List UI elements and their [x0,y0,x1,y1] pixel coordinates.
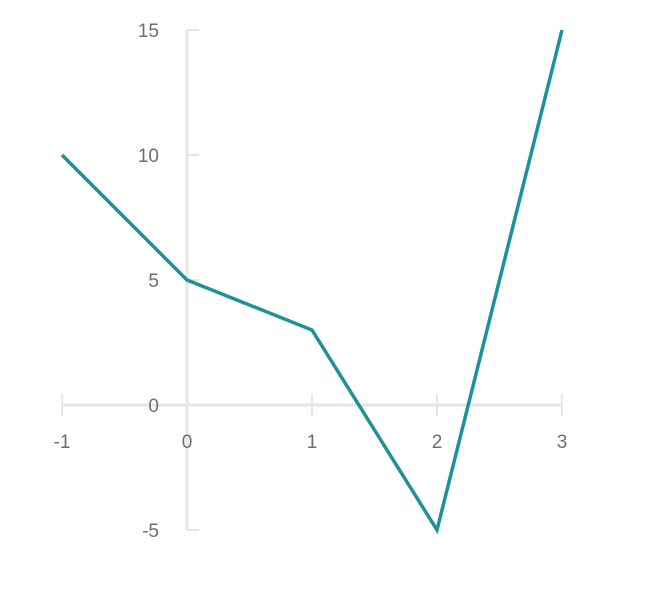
series-line [60,29,564,535]
x-tick-label: 3 [557,432,568,453]
y-tick-label: 5 [148,271,159,292]
x-tick-label: 1 [307,432,318,453]
axis-ticks: -1 0 1 2 3 -5 0 5 10 15 [54,21,568,542]
y-tick-label: 0 [148,396,159,417]
x-tick-label: 0 [182,432,193,453]
y-tick-label: -5 [142,521,159,542]
x-tick-label: 2 [432,432,443,453]
y-tick-label: 15 [138,21,159,42]
y-tick-label: 10 [138,146,159,167]
x-tick-label: -1 [54,432,71,453]
series-group [60,29,564,535]
